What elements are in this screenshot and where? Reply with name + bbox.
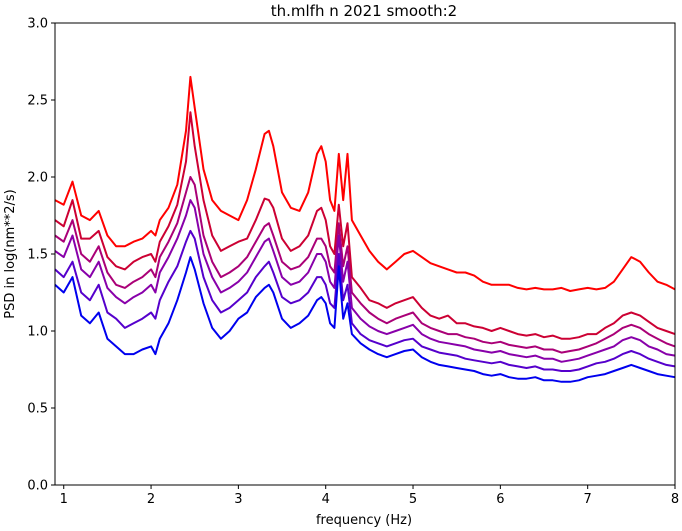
x-tick-label: 2 [147,492,155,507]
y-tick-label: 0.5 [27,402,48,417]
series-line-2 [54,111,676,340]
x-tick-label: 1 [60,492,68,507]
series-lines [54,75,676,383]
series-line-6 [54,256,676,383]
chart-title: th.mlfh n 2021 smooth:2 [271,2,457,20]
plot-frame [54,22,676,486]
y-tick-label: 2.0 [27,171,48,186]
y-tick-label: 0.0 [27,479,48,494]
x-tick-label: 8 [671,492,679,507]
x-tick-label: 3 [234,492,242,507]
x-axis-label: frequency (Hz) [316,513,412,528]
series-line-3 [54,176,676,354]
y-tick-label: 2.5 [27,94,48,109]
x-tick-label: 6 [496,492,504,507]
y-tick-label: 3.0 [27,17,48,32]
axis-ticks: 1 2 3 4 5 6 7 8 0.0 0.5 1.0 1.5 2.0 2.5 3.0 [27,17,679,508]
series-line-5 [54,229,676,372]
series-line-1 [54,75,676,292]
x-tick-label: 4 [322,492,330,507]
y-axis-label: PSD in log(nm**2/s) [3,189,18,319]
x-tick-label: 5 [409,492,417,507]
series-line-4 [54,199,676,363]
x-tick-label: 7 [584,492,592,507]
y-tick-label: 1.5 [27,248,48,263]
y-tick-label: 1.0 [27,325,48,340]
